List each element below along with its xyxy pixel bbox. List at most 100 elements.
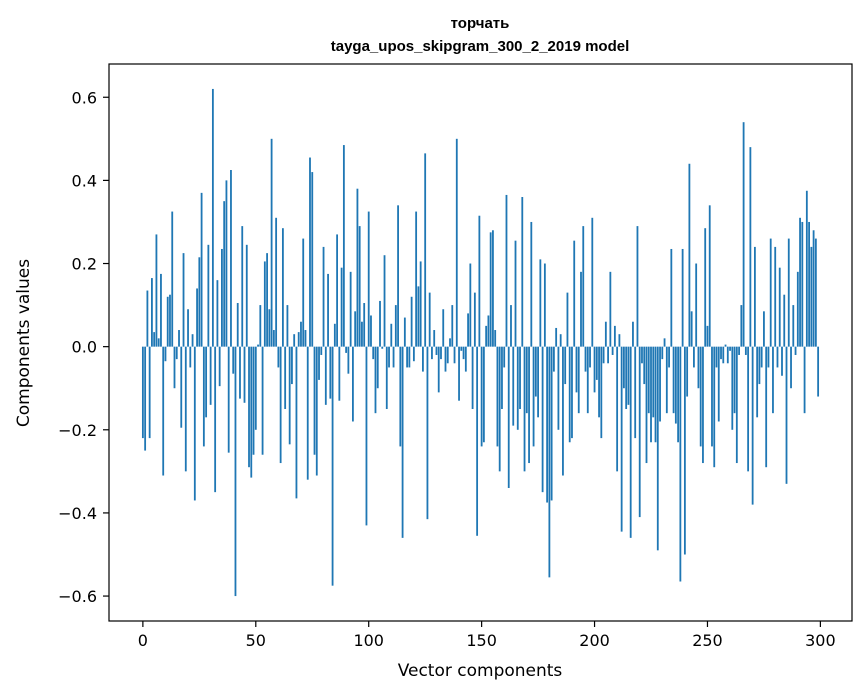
x-tick-label: 200	[579, 631, 610, 650]
bar	[543, 263, 546, 347]
bar	[589, 346, 591, 368]
bar	[753, 246, 756, 347]
bar	[665, 346, 668, 414]
bar	[331, 346, 334, 586]
bar	[683, 346, 686, 555]
bar	[347, 346, 350, 374]
x-tick-label: 50	[246, 631, 266, 650]
bar	[216, 280, 219, 347]
bar	[534, 346, 537, 397]
bar	[248, 346, 250, 468]
bar	[799, 217, 801, 347]
bar	[668, 346, 670, 368]
bar	[595, 346, 598, 380]
bar	[681, 248, 684, 347]
bar	[643, 346, 646, 385]
bar	[650, 346, 652, 443]
bar	[593, 346, 596, 393]
bar	[790, 346, 792, 389]
bar	[805, 190, 808, 347]
bar	[487, 315, 490, 347]
bar	[659, 346, 661, 422]
bar	[817, 346, 820, 397]
bar	[223, 201, 226, 347]
bar	[616, 346, 619, 472]
bar	[356, 188, 359, 347]
bar	[609, 271, 612, 347]
bar	[810, 246, 813, 347]
bar	[250, 346, 253, 478]
chart-title: торчать	[451, 15, 510, 32]
bar	[257, 344, 259, 347]
chart-subtitle: tayga_upos_skipgram_300_2_2019 model	[331, 38, 630, 55]
bar	[302, 238, 305, 347]
bar	[607, 346, 609, 364]
bar	[352, 346, 354, 422]
bar	[173, 346, 176, 389]
x-axis-ticks: 0 50 100 150 200 250 300	[138, 621, 836, 650]
bar	[473, 292, 476, 347]
bar	[559, 334, 562, 347]
bar	[598, 346, 600, 418]
bar	[489, 232, 492, 347]
y-axis-label: Components values	[14, 259, 34, 427]
bar	[370, 315, 372, 347]
y-tick-label: 0.6	[72, 88, 97, 107]
bar	[191, 334, 194, 347]
bar	[415, 211, 418, 347]
bar	[180, 346, 183, 428]
bar	[455, 138, 458, 347]
bar	[394, 305, 397, 347]
bar	[431, 346, 433, 360]
bar	[354, 311, 357, 347]
bar	[510, 305, 512, 347]
bar	[408, 346, 411, 368]
bar	[600, 346, 603, 439]
bar	[480, 346, 483, 447]
bar	[647, 346, 650, 414]
bar	[311, 172, 314, 347]
bar	[288, 346, 291, 445]
x-tick-label: 100	[353, 631, 384, 650]
bar	[632, 321, 634, 347]
bar	[417, 286, 420, 347]
bar	[385, 346, 388, 410]
bar	[550, 346, 553, 501]
bar	[562, 346, 564, 476]
bar	[333, 323, 336, 347]
bar	[523, 346, 526, 472]
bar	[202, 346, 205, 447]
bar	[349, 271, 352, 347]
bar	[424, 153, 427, 347]
bar	[279, 346, 282, 464]
bar	[268, 309, 271, 347]
bar	[193, 346, 196, 501]
bar	[634, 346, 637, 439]
bar	[464, 346, 467, 372]
bar	[422, 346, 424, 372]
bar	[492, 230, 494, 347]
bar	[796, 271, 799, 347]
bar	[776, 346, 779, 368]
bar	[419, 261, 422, 347]
bar	[656, 346, 659, 551]
bar	[374, 346, 377, 414]
bar	[690, 311, 693, 347]
bar	[412, 346, 415, 362]
bar	[627, 346, 630, 405]
bar	[200, 192, 203, 347]
bar	[498, 346, 501, 472]
bar	[573, 240, 576, 347]
bar	[670, 248, 673, 347]
bar	[160, 273, 162, 347]
bar	[521, 197, 524, 347]
bar	[503, 346, 506, 368]
bar	[209, 346, 212, 405]
bar	[602, 346, 605, 364]
bar	[695, 263, 698, 347]
bar	[458, 346, 460, 401]
bar	[760, 346, 763, 368]
bar	[546, 346, 549, 503]
bar	[726, 346, 729, 364]
bar	[281, 228, 284, 347]
